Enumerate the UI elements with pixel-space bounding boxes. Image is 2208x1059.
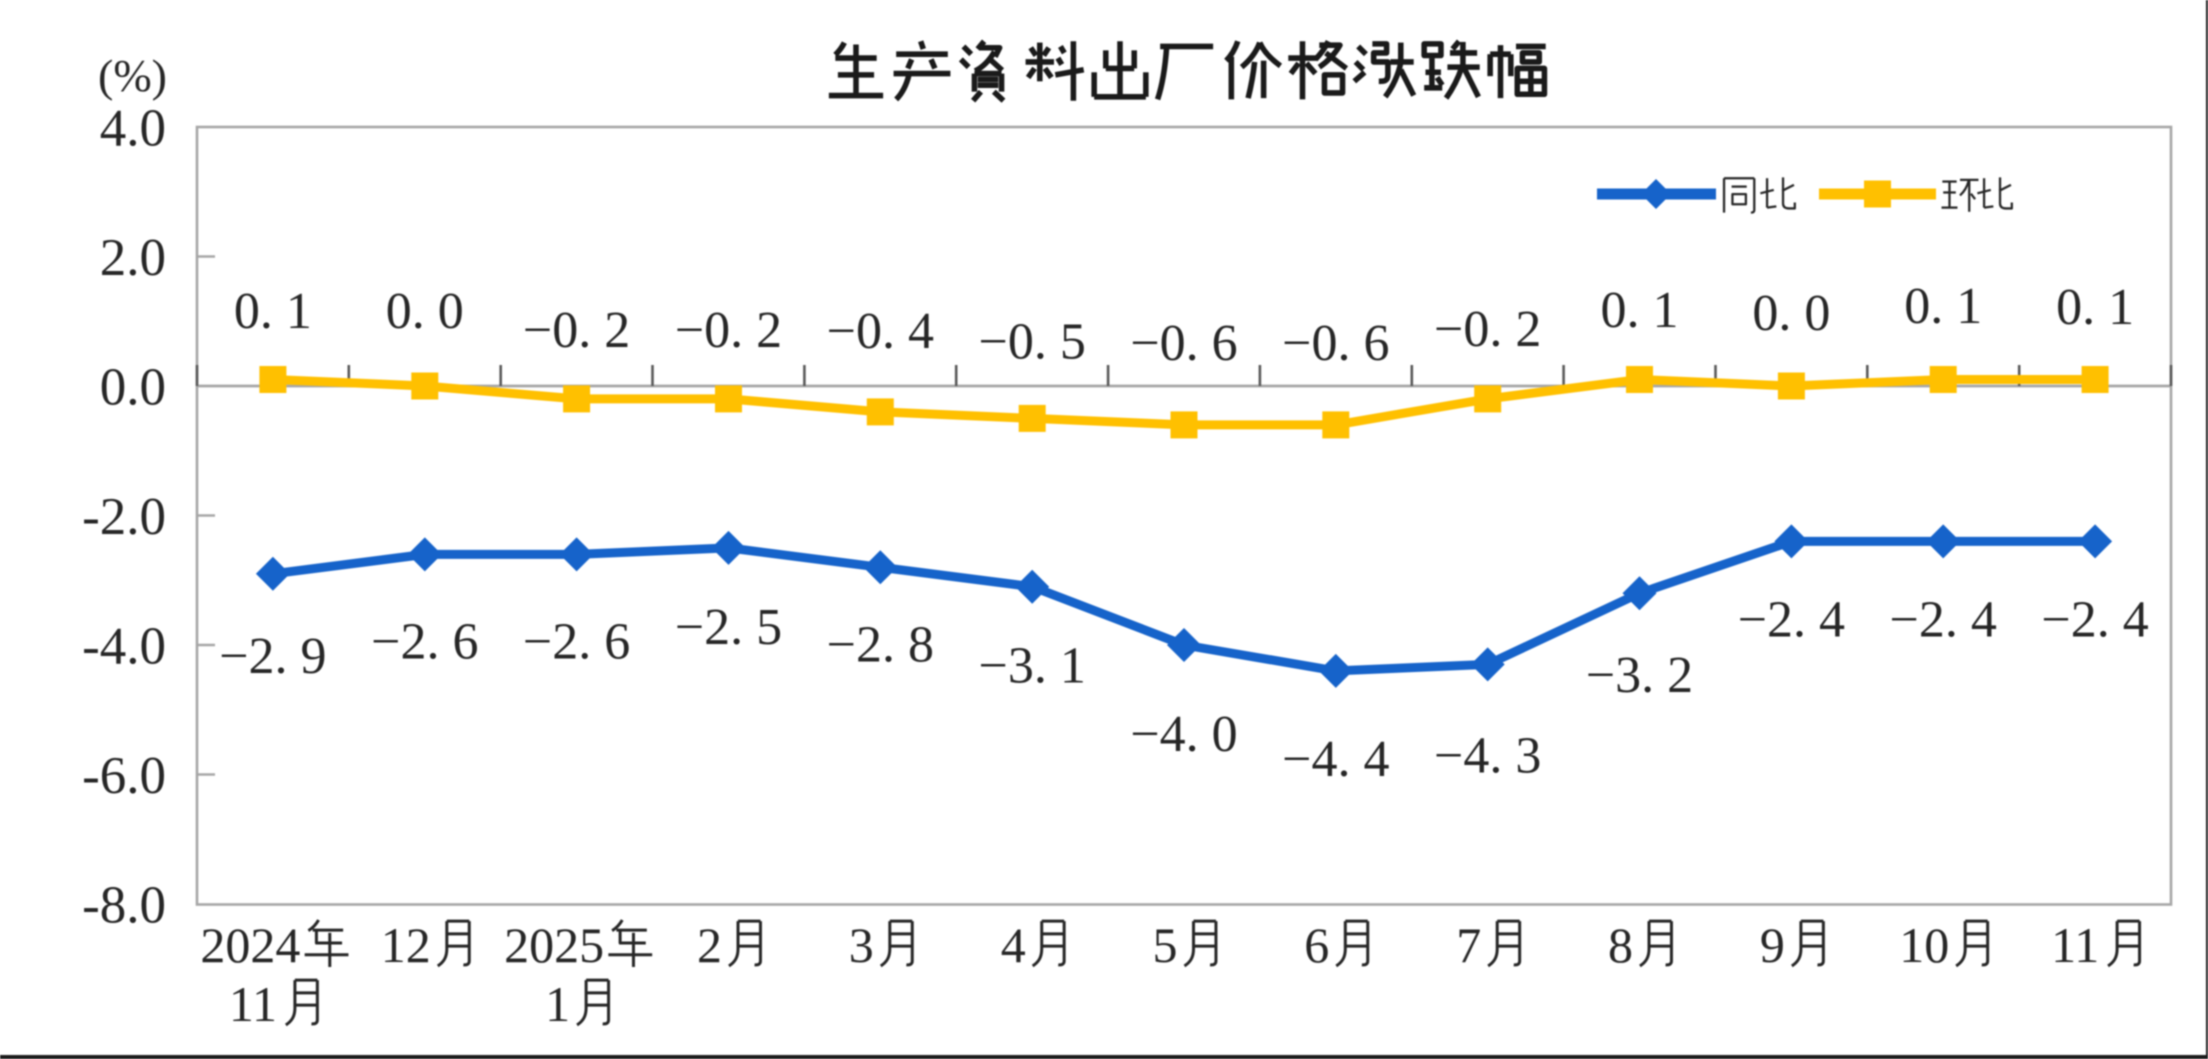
svg-text:(%): (%): [98, 50, 167, 101]
svg-text:12: 12: [381, 917, 431, 973]
svg-text:4: 4: [1001, 917, 1026, 973]
svg-text:0.0: 0.0: [100, 359, 166, 417]
svg-text:2: 2: [697, 917, 722, 973]
svg-text:0. 1: 0. 1: [1904, 278, 1982, 335]
svg-text:0. 1: 0. 1: [2056, 279, 2134, 336]
svg-text:-4.0: -4.0: [82, 618, 166, 676]
svg-text:7: 7: [1456, 917, 1481, 973]
svg-text:−0. 2: −0. 2: [1434, 301, 1541, 358]
svg-text:0. 1: 0. 1: [1601, 282, 1679, 339]
svg-text:−0. 2: −0. 2: [523, 302, 630, 359]
svg-text:−4. 3: −4. 3: [1434, 727, 1541, 784]
svg-text:−2. 4: −2. 4: [2041, 591, 2148, 648]
svg-text:6: 6: [1304, 917, 1329, 973]
svg-text:−4. 4: −4. 4: [1282, 731, 1389, 788]
svg-text:−0. 6: −0. 6: [1130, 315, 1237, 372]
svg-text:−2. 6: −2. 6: [523, 613, 630, 670]
svg-text:-2.0: -2.0: [82, 488, 166, 546]
svg-text:−2. 9: −2. 9: [219, 628, 326, 685]
svg-text:11: 11: [2051, 917, 2099, 973]
svg-text:8: 8: [1608, 917, 1633, 973]
svg-text:0. 0: 0. 0: [386, 283, 464, 340]
svg-text:1: 1: [545, 976, 570, 1032]
svg-text:10: 10: [1899, 917, 1949, 973]
svg-text:−2. 5: −2. 5: [675, 599, 782, 656]
svg-text:11: 11: [229, 976, 277, 1032]
svg-text:0. 0: 0. 0: [1752, 285, 1830, 342]
svg-text:−3. 2: −3. 2: [1586, 647, 1693, 704]
svg-text:0. 1: 0. 1: [234, 283, 312, 340]
svg-text:−3. 1: −3. 1: [979, 638, 1086, 695]
svg-text:-6.0: -6.0: [82, 747, 166, 805]
svg-text:−2. 8: −2. 8: [827, 616, 934, 673]
svg-text:-8.0: -8.0: [82, 877, 166, 935]
svg-text:4.0: 4.0: [100, 100, 166, 158]
svg-text:−2. 4: −2. 4: [1738, 591, 1845, 648]
svg-text:2024: 2024: [200, 917, 300, 973]
svg-text:−0. 6: −0. 6: [1282, 315, 1389, 372]
svg-text:−2. 4: −2. 4: [1890, 591, 1997, 648]
svg-text:2025: 2025: [504, 917, 604, 973]
svg-text:9: 9: [1760, 917, 1785, 973]
svg-text:−4. 0: −4. 0: [1130, 706, 1237, 763]
svg-text:−0. 4: −0. 4: [827, 303, 934, 360]
svg-text:−0. 5: −0. 5: [979, 313, 1086, 370]
svg-text:3: 3: [849, 917, 874, 973]
svg-text:5: 5: [1153, 917, 1178, 973]
svg-text:−2. 6: −2. 6: [371, 613, 478, 670]
svg-text:−0. 2: −0. 2: [675, 302, 782, 359]
svg-text:2.0: 2.0: [100, 229, 166, 287]
